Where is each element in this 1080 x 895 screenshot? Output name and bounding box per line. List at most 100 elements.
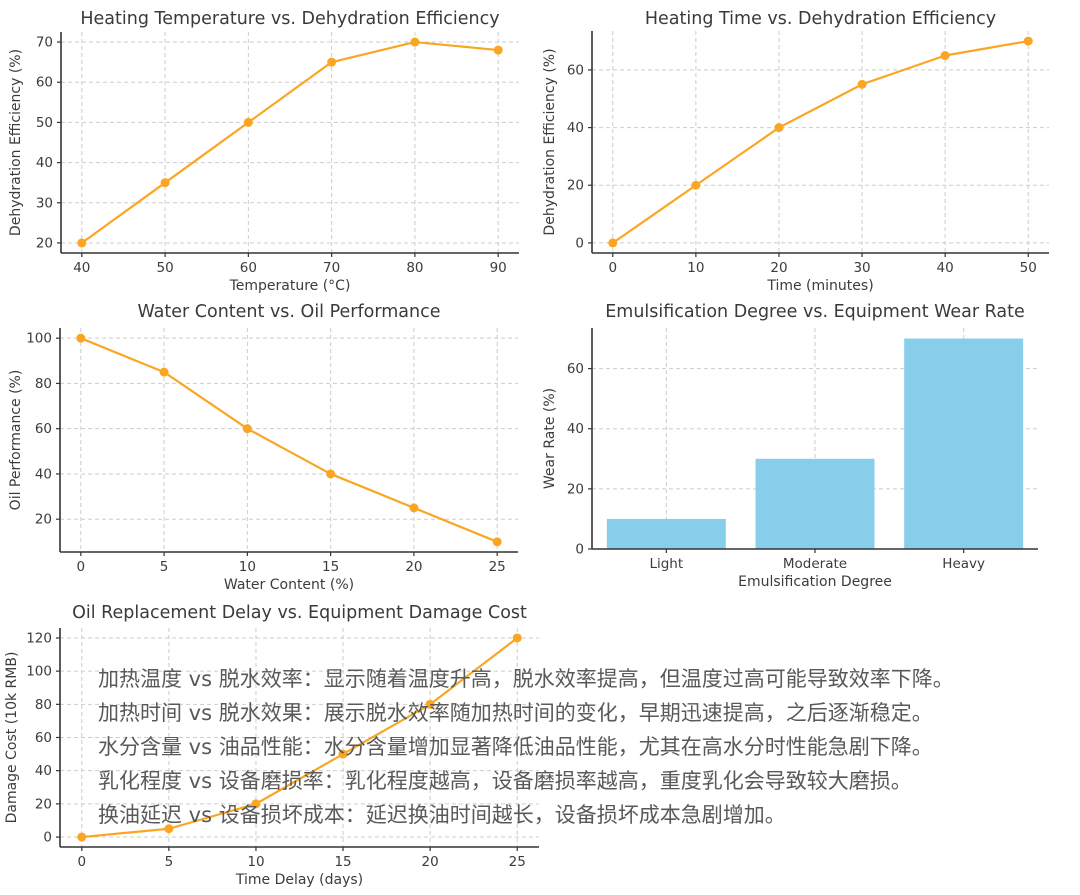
data-point-marker bbox=[77, 832, 87, 842]
data-point-marker bbox=[691, 180, 701, 190]
data-point-marker bbox=[159, 367, 169, 377]
y-tick-label: 0 bbox=[43, 830, 52, 846]
x-tick-label: 80 bbox=[406, 260, 423, 276]
y-tick-label: 120 bbox=[26, 630, 52, 646]
data-point-marker bbox=[608, 238, 618, 248]
data-point-marker bbox=[940, 51, 950, 61]
series-line bbox=[81, 637, 518, 839]
annotation-line-3: 水分含量 vs 油品性能：水分含量增加显著降低油品性能，尤其在高水分时性能急剧下… bbox=[98, 735, 933, 759]
bar-light bbox=[606, 518, 726, 549]
x-tick-label: 40 bbox=[73, 260, 90, 276]
x-tick-label: 15 bbox=[322, 559, 339, 575]
y-tick-label: 40 bbox=[36, 155, 53, 171]
chart-oil-replacement-delay-vs-equipment-damage-cost: 0 5 10 15 20 25 0 20 40 60 80 100 120 Time Delay (day… bbox=[4, 603, 539, 888]
data-point-marker bbox=[774, 123, 784, 133]
data-point-marker bbox=[326, 469, 336, 479]
x-tick-label: 0 bbox=[77, 559, 86, 575]
data-point-marker bbox=[76, 333, 86, 343]
x-axis-label: Time (minutes) bbox=[766, 278, 873, 294]
y-axis-label: Dehydration Efficiency (%) bbox=[8, 49, 24, 236]
x-tick-label: 0 bbox=[608, 260, 617, 276]
annotation-line-5: 换油延迟 vs 设备损坏成本：延迟换油时间越长，设备损坏成本急剧增加。 bbox=[98, 803, 786, 827]
data-point-marker bbox=[512, 633, 522, 643]
annotation-line-1: 加热温度 vs 脱水效率：显示随着温度升高，脱水效率提高，但温度过高可能导致效率… bbox=[98, 667, 954, 691]
chart-title: Heating Temperature vs. Dehydration Effi… bbox=[80, 9, 499, 29]
x-tick-label: 50 bbox=[156, 260, 173, 276]
x-tick-label: 5 bbox=[160, 559, 169, 575]
y-tick-label: 40 bbox=[35, 763, 52, 779]
x-axis-label: Temperature (°C) bbox=[229, 278, 351, 294]
data-point-marker bbox=[493, 45, 503, 55]
y-tick-label: 60 bbox=[567, 361, 584, 377]
chart-title: Heating Time vs. Dehydration Efficiency bbox=[645, 9, 996, 29]
y-tick-label: 20 bbox=[567, 178, 584, 194]
x-tick-label: 0 bbox=[77, 854, 86, 870]
x-tick-label: 15 bbox=[334, 854, 351, 870]
data-point-marker bbox=[242, 424, 252, 434]
series-line bbox=[80, 337, 498, 543]
series-line bbox=[612, 40, 1029, 244]
y-tick-label: 40 bbox=[567, 421, 584, 437]
data-point-marker bbox=[338, 749, 348, 759]
x-tick-label: Heavy bbox=[942, 556, 985, 572]
y-tick-label: 80 bbox=[35, 376, 52, 392]
x-axis-label: Emulsification Degree bbox=[738, 574, 892, 590]
chart-heating-time-vs-dehydration-efficiency: 0 10 20 30 40 50 0 20 40 60 Time (minutes) Dehydrat… bbox=[542, 9, 1049, 294]
y-tick-label: 40 bbox=[567, 120, 584, 136]
x-tick-label: 20 bbox=[405, 559, 422, 575]
y-axis-label: Wear Rate (%) bbox=[542, 388, 558, 489]
chart-title: Water Content vs. Oil Performance bbox=[137, 302, 440, 322]
annotation-line-4: 乳化程度 vs 设备磨损率：乳化程度越高，设备磨损率越高，重度乳化会导致较大磨损… bbox=[98, 769, 912, 793]
x-tick-label: 50 bbox=[1020, 260, 1037, 276]
data-point-marker bbox=[1023, 36, 1033, 46]
y-tick-label: 60 bbox=[35, 421, 52, 437]
chart-title: Emulsification Degree vs. Equipment Wear… bbox=[605, 302, 1025, 322]
data-point-marker bbox=[492, 537, 502, 547]
data-point-marker bbox=[857, 79, 867, 89]
x-tick-label: 10 bbox=[687, 260, 704, 276]
x-tick-label: 40 bbox=[937, 260, 954, 276]
bar-moderate bbox=[755, 458, 875, 549]
x-tick-label: 25 bbox=[489, 559, 506, 575]
x-tick-label: 10 bbox=[239, 559, 256, 575]
y-tick-label: 0 bbox=[575, 235, 584, 251]
data-point-marker bbox=[409, 503, 419, 513]
series-line bbox=[81, 40, 499, 244]
data-point-marker bbox=[164, 824, 174, 834]
y-tick-label: 100 bbox=[26, 331, 52, 347]
y-tick-label: 60 bbox=[35, 730, 52, 746]
x-tick-label: 25 bbox=[509, 854, 526, 870]
bar-heavy bbox=[904, 338, 1024, 549]
y-tick-label: 70 bbox=[36, 35, 53, 51]
data-point-marker bbox=[243, 117, 253, 127]
x-tick-label: Light bbox=[649, 556, 683, 572]
x-tick-label: 90 bbox=[490, 260, 507, 276]
x-tick-label: 20 bbox=[770, 260, 787, 276]
data-point-marker bbox=[251, 799, 261, 809]
y-tick-label: 60 bbox=[567, 62, 584, 78]
y-tick-label: 100 bbox=[26, 664, 52, 680]
data-point-marker bbox=[327, 57, 337, 67]
chart-title: Oil Replacement Delay vs. Equipment Dama… bbox=[72, 603, 527, 623]
x-tick-label: Moderate bbox=[783, 556, 847, 572]
y-tick-label: 20 bbox=[36, 235, 53, 251]
data-point-marker bbox=[77, 238, 87, 248]
data-point-marker bbox=[160, 178, 170, 188]
data-point-marker bbox=[410, 37, 420, 47]
annotation-line-2: 加热时间 vs 脱水效果：展示脱水效率随加热时间的变化，早期迅速提高，之后逐渐稳… bbox=[98, 701, 933, 725]
x-axis-label: Time Delay (days) bbox=[235, 872, 363, 888]
y-tick-label: 20 bbox=[567, 481, 584, 497]
x-tick-label: 60 bbox=[240, 260, 257, 276]
x-tick-label: 30 bbox=[853, 260, 870, 276]
y-tick-label: 60 bbox=[36, 75, 53, 91]
data-point-marker bbox=[425, 699, 435, 709]
chart-emulsification-degree-vs-equipment-wear-rate: Light Moderate Heavy 0 20 40 60 Emulsification … bbox=[542, 302, 1038, 590]
chart-water-content-vs-oil-performance: 0 5 10 15 20 25 20 40 60 80 100 Water Content (%) Oi… bbox=[8, 302, 518, 593]
y-tick-label: 50 bbox=[36, 115, 53, 131]
summary-annotation: 加热温度 vs 脱水效率：显示随着温度升高，脱水效率提高，但温度过高可能导致效率… bbox=[98, 662, 954, 832]
y-axis-label: Oil Performance (%) bbox=[8, 370, 24, 511]
y-axis-label: Dehydration Efficiency (%) bbox=[542, 48, 558, 235]
y-tick-label: 0 bbox=[575, 542, 584, 558]
y-tick-label: 20 bbox=[35, 512, 52, 528]
